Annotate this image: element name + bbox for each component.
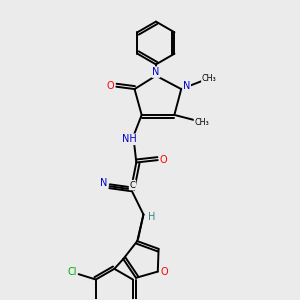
Text: CH₃: CH₃	[194, 118, 209, 127]
Text: H: H	[148, 212, 155, 222]
Text: O: O	[107, 81, 115, 91]
Text: Cl: Cl	[67, 267, 77, 277]
Text: CH₃: CH₃	[202, 74, 217, 83]
Text: C: C	[130, 181, 136, 190]
Text: NH: NH	[122, 134, 137, 144]
Text: O: O	[160, 154, 167, 164]
Text: N: N	[100, 178, 107, 188]
Text: O: O	[160, 267, 168, 277]
Text: N: N	[183, 80, 190, 91]
Text: N: N	[152, 67, 160, 77]
